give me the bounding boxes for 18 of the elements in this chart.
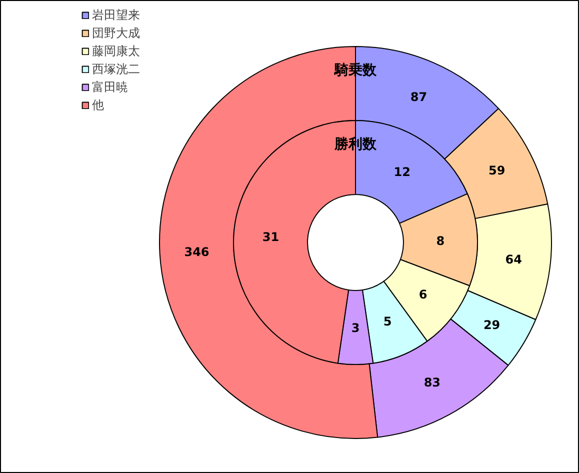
data-label: 83 bbox=[424, 375, 441, 390]
legend-label: 藤岡康太 bbox=[92, 42, 140, 60]
data-label: 31 bbox=[262, 230, 280, 244]
data-label: 29 bbox=[483, 318, 500, 332]
legend-label: 西塚洸二 bbox=[92, 60, 140, 78]
legend-label: 他 bbox=[92, 96, 105, 114]
legend-label: 岩田望来 bbox=[92, 6, 140, 24]
data-label: 3 bbox=[351, 321, 360, 335]
data-label: 346 bbox=[184, 244, 210, 259]
data-label: 8 bbox=[436, 234, 445, 248]
legend-label: 団野大成 bbox=[92, 24, 140, 42]
legend-label: 富田暁 bbox=[92, 78, 128, 96]
data-label: 6 bbox=[418, 288, 428, 302]
data-label: 12 bbox=[394, 164, 410, 179]
data-label: 64 bbox=[505, 252, 522, 266]
data-label: 5 bbox=[383, 314, 392, 329]
data-label: 87 bbox=[410, 90, 428, 104]
data-label: 59 bbox=[488, 163, 506, 178]
